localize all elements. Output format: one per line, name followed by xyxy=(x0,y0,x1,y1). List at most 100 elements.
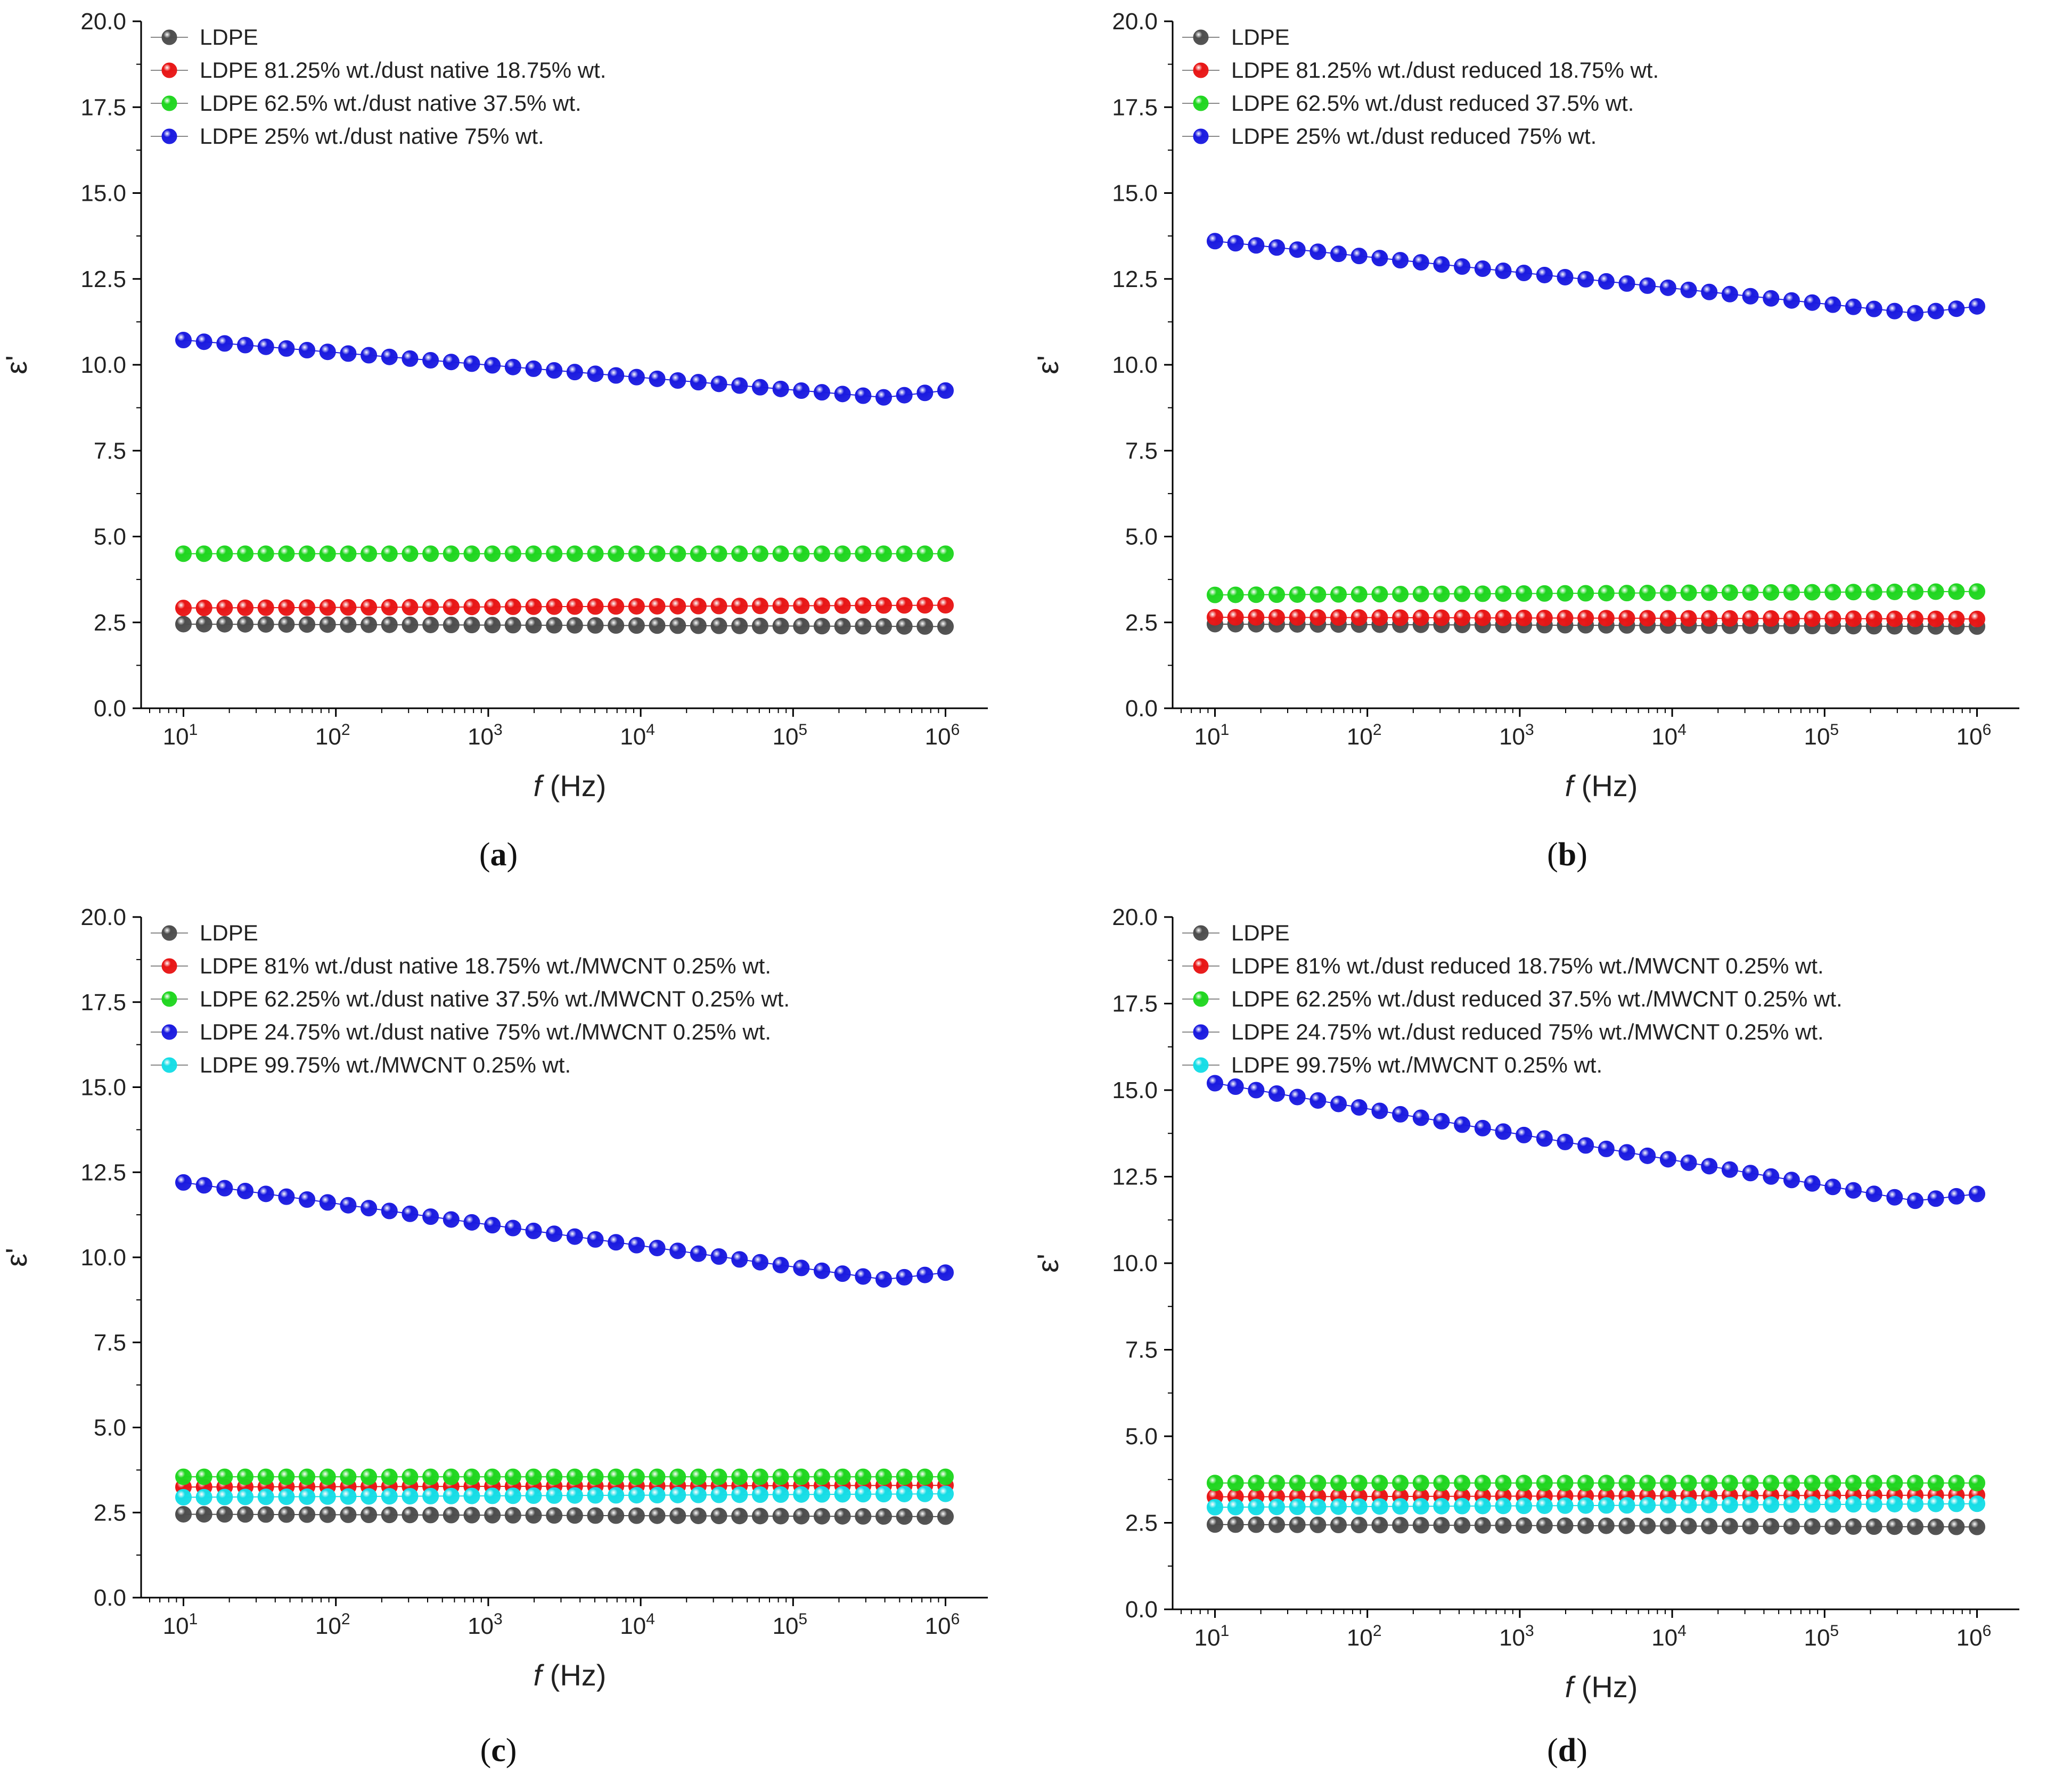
data-point xyxy=(587,598,604,615)
data-point xyxy=(546,545,563,562)
x-tick-label: 106 xyxy=(1956,721,1992,750)
data-point xyxy=(587,365,604,382)
data-point xyxy=(299,1506,316,1523)
data-point xyxy=(1721,1161,1738,1178)
data-point xyxy=(1680,1518,1697,1535)
data-point xyxy=(690,598,707,615)
data-point xyxy=(443,599,460,616)
x-tick-label: 105 xyxy=(1804,1622,1839,1651)
data-point xyxy=(1886,1189,1903,1206)
data-point xyxy=(896,1485,913,1502)
data-point xyxy=(422,616,439,633)
data-point xyxy=(1474,260,1491,277)
data-point xyxy=(195,1488,212,1505)
x-tick-label: 103 xyxy=(1499,1622,1534,1651)
legend-label: LDPE 25% wt./dust native 75% wt. xyxy=(200,124,544,149)
data-point xyxy=(896,1468,913,1485)
data-point xyxy=(628,1468,645,1485)
data-point xyxy=(916,1485,934,1502)
data-point xyxy=(751,1486,768,1503)
data-point xyxy=(649,1239,666,1256)
data-point xyxy=(422,1507,439,1524)
data-point xyxy=(402,1507,419,1524)
data-point xyxy=(1577,1137,1594,1154)
legend-marker xyxy=(1193,128,1209,144)
data-point xyxy=(587,1231,604,1248)
data-point xyxy=(1969,298,1985,315)
data-point xyxy=(216,599,233,616)
panel-label-c: (c) xyxy=(480,1732,517,1769)
data-point xyxy=(1371,1517,1388,1534)
data-point xyxy=(195,1468,212,1485)
data-point xyxy=(1886,583,1903,600)
legend-marker xyxy=(161,128,177,144)
data-point xyxy=(731,1251,748,1268)
data-point xyxy=(813,597,830,614)
data-point xyxy=(731,598,748,615)
data-point xyxy=(504,1487,521,1504)
y-tick-label: 12.5 xyxy=(1112,1164,1158,1190)
data-point xyxy=(1371,250,1388,267)
x-tick-label: 101 xyxy=(1194,1622,1230,1651)
data-point xyxy=(608,545,625,562)
data-point xyxy=(1330,1498,1347,1515)
data-point xyxy=(1886,1518,1903,1535)
data-point xyxy=(1680,1475,1697,1492)
data-point xyxy=(1350,609,1368,626)
x-tick-label: 102 xyxy=(1347,1622,1382,1651)
data-point xyxy=(1639,610,1656,627)
data-point xyxy=(1371,586,1388,603)
series-4 xyxy=(1207,1495,1985,1516)
data-point xyxy=(1557,610,1574,627)
data-point xyxy=(237,1506,254,1523)
data-point xyxy=(1804,1518,1821,1535)
data-point xyxy=(175,1488,192,1505)
data-point xyxy=(1454,1116,1471,1133)
chart-svg-d: 0.0 2.5 5.0 7.5 10.0 12.5 15.0 17.5 20.0 101 102 10… xyxy=(1031,904,2019,1704)
x-tick-label: 103 xyxy=(468,721,503,750)
series-1 xyxy=(1207,609,1985,627)
data-point xyxy=(1742,288,1759,305)
data-point xyxy=(504,1468,521,1485)
x-axis-label: f (Hz) xyxy=(534,1658,607,1692)
data-point xyxy=(710,1468,727,1485)
data-point xyxy=(1721,1518,1738,1535)
data-point xyxy=(443,1507,460,1524)
data-point xyxy=(299,545,316,562)
data-point xyxy=(1268,1516,1286,1533)
data-point xyxy=(793,1468,810,1485)
data-point xyxy=(1350,248,1368,265)
data-point xyxy=(1309,1498,1327,1515)
data-point xyxy=(1557,1497,1574,1514)
data-point xyxy=(257,1468,274,1485)
data-point xyxy=(257,1506,274,1523)
data-point xyxy=(1865,1518,1882,1535)
data-point xyxy=(1309,1092,1327,1109)
data-point xyxy=(1350,586,1368,603)
x-tick-label: 104 xyxy=(620,721,655,750)
data-point xyxy=(1742,1496,1759,1513)
chart-svg-a: 0.0 2.5 5.0 7.5 10.0 12.5 15.0 17.5 20.0 101 102 10… xyxy=(0,9,988,803)
data-point xyxy=(1906,610,1923,627)
data-point xyxy=(546,598,563,615)
data-point xyxy=(1412,254,1429,271)
data-point xyxy=(566,364,583,381)
data-point xyxy=(1433,256,1450,273)
data-point xyxy=(278,1468,295,1485)
series-0 xyxy=(175,1505,954,1525)
data-point xyxy=(402,1488,419,1505)
data-point xyxy=(566,1507,583,1524)
data-point xyxy=(402,350,419,367)
data-point xyxy=(484,357,501,374)
x-tick-label: 105 xyxy=(1804,721,1839,750)
data-point xyxy=(319,1506,336,1523)
data-point xyxy=(1659,279,1676,296)
y-tick-label: 20.0 xyxy=(1112,9,1158,35)
data-point xyxy=(278,1488,295,1505)
data-point xyxy=(649,1487,666,1504)
data-point xyxy=(484,1487,501,1504)
legend-label: LDPE 81.25% wt./dust native 18.75% wt. xyxy=(200,58,606,83)
x-tick-label: 101 xyxy=(1194,721,1230,750)
legend-marker xyxy=(161,1024,177,1040)
data-point xyxy=(443,545,460,562)
